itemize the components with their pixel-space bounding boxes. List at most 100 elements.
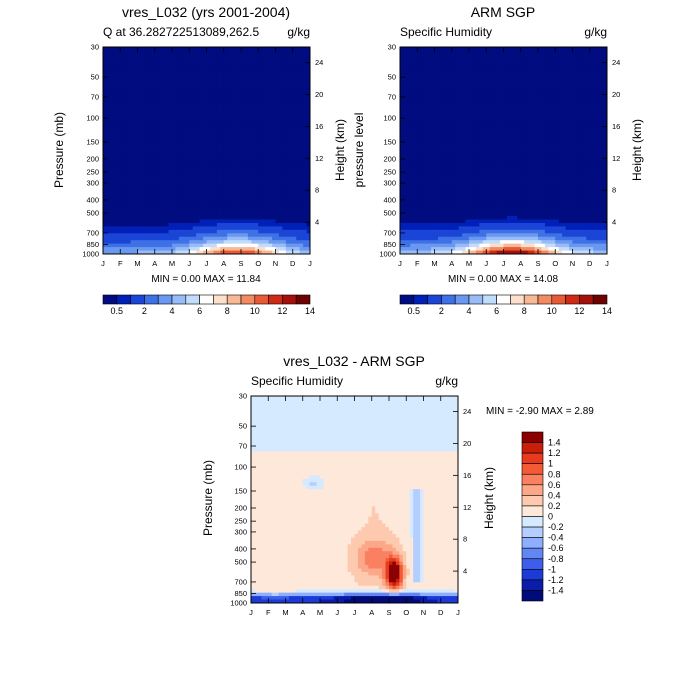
contour-cell (137, 188, 142, 193)
contour-cell (479, 74, 484, 79)
contour-cell (147, 164, 152, 169)
contour-cell (147, 47, 152, 51)
contour-cell (251, 222, 256, 227)
contour-cell (538, 71, 542, 75)
contour-cell (165, 47, 169, 51)
contour-cell (196, 95, 200, 100)
contour-cell (113, 53, 118, 58)
contour-cell (120, 243, 125, 248)
contour-cell (251, 195, 256, 200)
contour-cell (216, 53, 221, 58)
contour-cell (130, 95, 135, 100)
contour-cell (261, 243, 266, 248)
contour-cell (123, 91, 128, 96)
contour-cell (230, 140, 235, 144)
contour-cell (251, 105, 256, 110)
contour-cell (175, 181, 180, 186)
contour-cell (258, 233, 263, 238)
contour-cell (455, 64, 460, 69)
contour-cell (538, 57, 542, 62)
contour-cell (520, 78, 525, 82)
contour-cell (475, 78, 480, 82)
contour-cell (227, 198, 232, 203)
contour-cell (216, 129, 221, 134)
contour-cell (134, 167, 138, 172)
contour-cell (265, 160, 269, 165)
contour-cell (203, 157, 207, 162)
contour-cell (296, 112, 301, 117)
contour-cell (254, 185, 259, 189)
contour-cell (213, 71, 218, 75)
contour-cell (123, 116, 128, 120)
contour-cell (161, 178, 166, 182)
contour-cell (127, 181, 131, 186)
contour-cell (144, 243, 149, 248)
contour-cell (296, 88, 301, 93)
contour-cell (586, 91, 591, 96)
contour-cell (517, 91, 522, 96)
contour-cell (185, 243, 190, 248)
contour-cell (158, 119, 163, 124)
contour-cell (538, 109, 542, 113)
contour-cell (147, 74, 152, 79)
contour-cell (493, 116, 497, 120)
contour-cell (151, 233, 156, 238)
contour-cell (120, 226, 125, 231)
contour-cell (437, 53, 442, 58)
contour-cell (410, 64, 415, 69)
contour-cell (182, 71, 187, 75)
contour-cell (434, 67, 439, 72)
contour-cell (234, 222, 238, 227)
contour-cell (278, 116, 283, 120)
contour-cell (185, 153, 190, 158)
contour-cell (144, 50, 149, 55)
contour-cell (192, 47, 197, 51)
contour-cell (538, 102, 542, 107)
contour-cell (151, 47, 156, 51)
contour-cell (189, 67, 194, 72)
contour-cell (109, 212, 114, 217)
contour-cell (192, 74, 197, 79)
contour-cell (258, 57, 263, 62)
contour-cell (593, 95, 598, 100)
contour-cell (109, 243, 114, 248)
contour-cell (223, 212, 228, 217)
contour-cell (192, 178, 197, 182)
contour-cell (230, 250, 235, 254)
contour-cell (230, 91, 235, 96)
contour-cell (589, 60, 594, 65)
contour-cell (220, 84, 225, 89)
contour-cell (306, 140, 310, 144)
contour-cell (275, 95, 280, 100)
contour-cell (289, 105, 294, 110)
contour-cell (154, 129, 159, 134)
contour-cell (575, 64, 580, 69)
contour-cell (227, 243, 232, 248)
contour-cell (493, 64, 497, 69)
contour-cell (282, 160, 287, 165)
contour-cell (420, 109, 425, 113)
contour-cell (165, 126, 169, 131)
contour-cell (289, 60, 294, 65)
contour-cell (558, 50, 563, 55)
contour-cell (192, 50, 197, 55)
contour-cell (134, 133, 138, 138)
contour-cell (506, 50, 511, 55)
contour-cell (130, 202, 135, 207)
contour-cell (137, 67, 142, 72)
contour-cell (482, 81, 487, 86)
contour-cell (241, 160, 245, 165)
contour-cell (109, 171, 114, 176)
contour-cell (510, 60, 515, 65)
contour-cell (241, 133, 245, 138)
contour-cell (278, 250, 283, 254)
contour-cell (116, 116, 121, 120)
contour-cell (154, 167, 159, 172)
contour-cell (209, 174, 214, 179)
contour-cell (154, 105, 159, 110)
contour-cell (203, 109, 207, 113)
contour-cell (196, 247, 200, 251)
contour-cell (172, 240, 176, 245)
contour-cell (182, 50, 187, 55)
contour-cell (127, 216, 131, 220)
